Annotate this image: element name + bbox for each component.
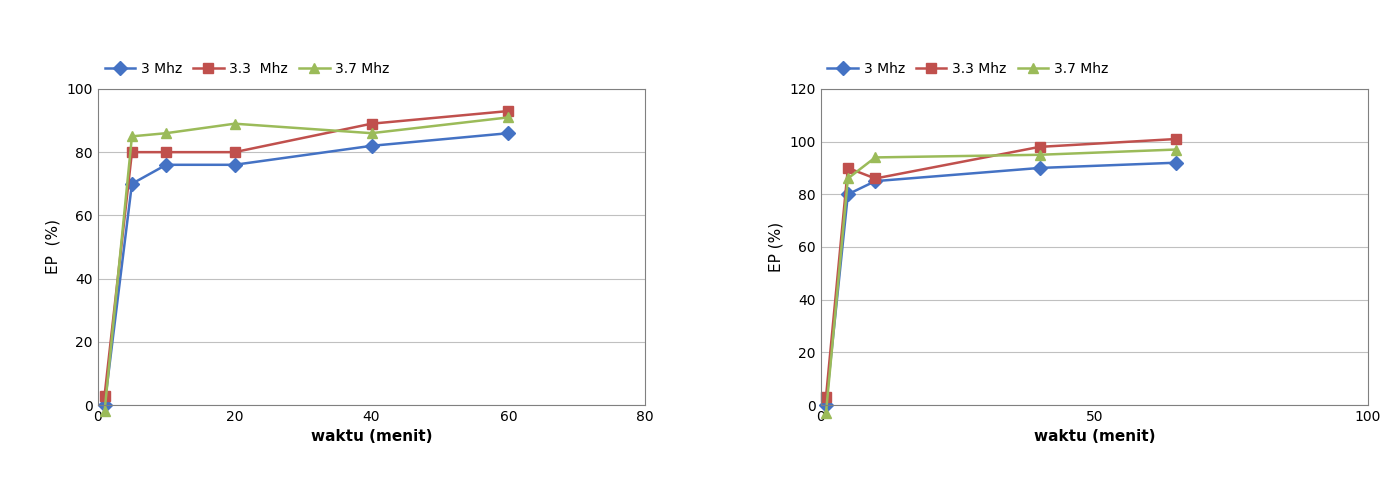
3 Mhz	[158, 162, 174, 168]
3 Mhz	[818, 402, 835, 408]
Y-axis label: EP  (%): EP (%)	[46, 219, 61, 275]
3.3  Mhz	[124, 149, 141, 155]
Line: 3 Mhz: 3 Mhz	[99, 128, 514, 410]
3.7 Mhz	[867, 155, 884, 161]
3.7 Mhz	[500, 115, 517, 121]
3.7 Mhz	[839, 175, 856, 181]
3.7 Mhz	[363, 130, 380, 136]
3 Mhz	[1168, 160, 1185, 165]
X-axis label: waktu (menit): waktu (menit)	[311, 429, 433, 445]
X-axis label: waktu (menit): waktu (menit)	[1033, 429, 1154, 445]
3 Mhz	[500, 130, 517, 136]
Line: 3.7 Mhz: 3.7 Mhz	[821, 145, 1181, 418]
Line: 3.7 Mhz: 3.7 Mhz	[99, 113, 514, 416]
3.3 Mhz	[1032, 144, 1048, 150]
3 Mhz	[867, 178, 884, 184]
Legend: 3 Mhz, 3.3 Mhz, 3.7 Mhz: 3 Mhz, 3.3 Mhz, 3.7 Mhz	[828, 62, 1108, 76]
Line: 3.3 Mhz: 3.3 Mhz	[821, 134, 1181, 402]
3.7 Mhz	[158, 130, 174, 136]
3 Mhz	[839, 191, 856, 197]
3.3 Mhz	[867, 175, 884, 181]
Y-axis label: EP (%): EP (%)	[769, 222, 783, 272]
3.7 Mhz	[818, 410, 835, 416]
Line: 3 Mhz: 3 Mhz	[821, 158, 1181, 410]
3 Mhz	[1032, 165, 1048, 171]
3.3  Mhz	[226, 149, 243, 155]
3.3  Mhz	[500, 108, 517, 114]
3 Mhz	[96, 402, 113, 408]
Line: 3.3  Mhz: 3.3 Mhz	[99, 106, 514, 401]
3.3  Mhz	[363, 121, 380, 126]
3.7 Mhz	[1032, 152, 1048, 158]
3.3  Mhz	[96, 393, 113, 399]
3.3 Mhz	[839, 165, 856, 171]
3.3  Mhz	[158, 149, 174, 155]
3.7 Mhz	[226, 121, 243, 126]
3 Mhz	[124, 181, 141, 187]
3.3 Mhz	[818, 394, 835, 400]
3.7 Mhz	[1168, 147, 1185, 153]
3.3 Mhz	[1168, 136, 1185, 142]
3 Mhz	[226, 162, 243, 168]
3 Mhz	[363, 143, 380, 149]
3.7 Mhz	[124, 133, 141, 139]
3.7 Mhz	[96, 409, 113, 414]
Legend: 3 Mhz, 3.3  Mhz, 3.7 Mhz: 3 Mhz, 3.3 Mhz, 3.7 Mhz	[105, 62, 389, 76]
